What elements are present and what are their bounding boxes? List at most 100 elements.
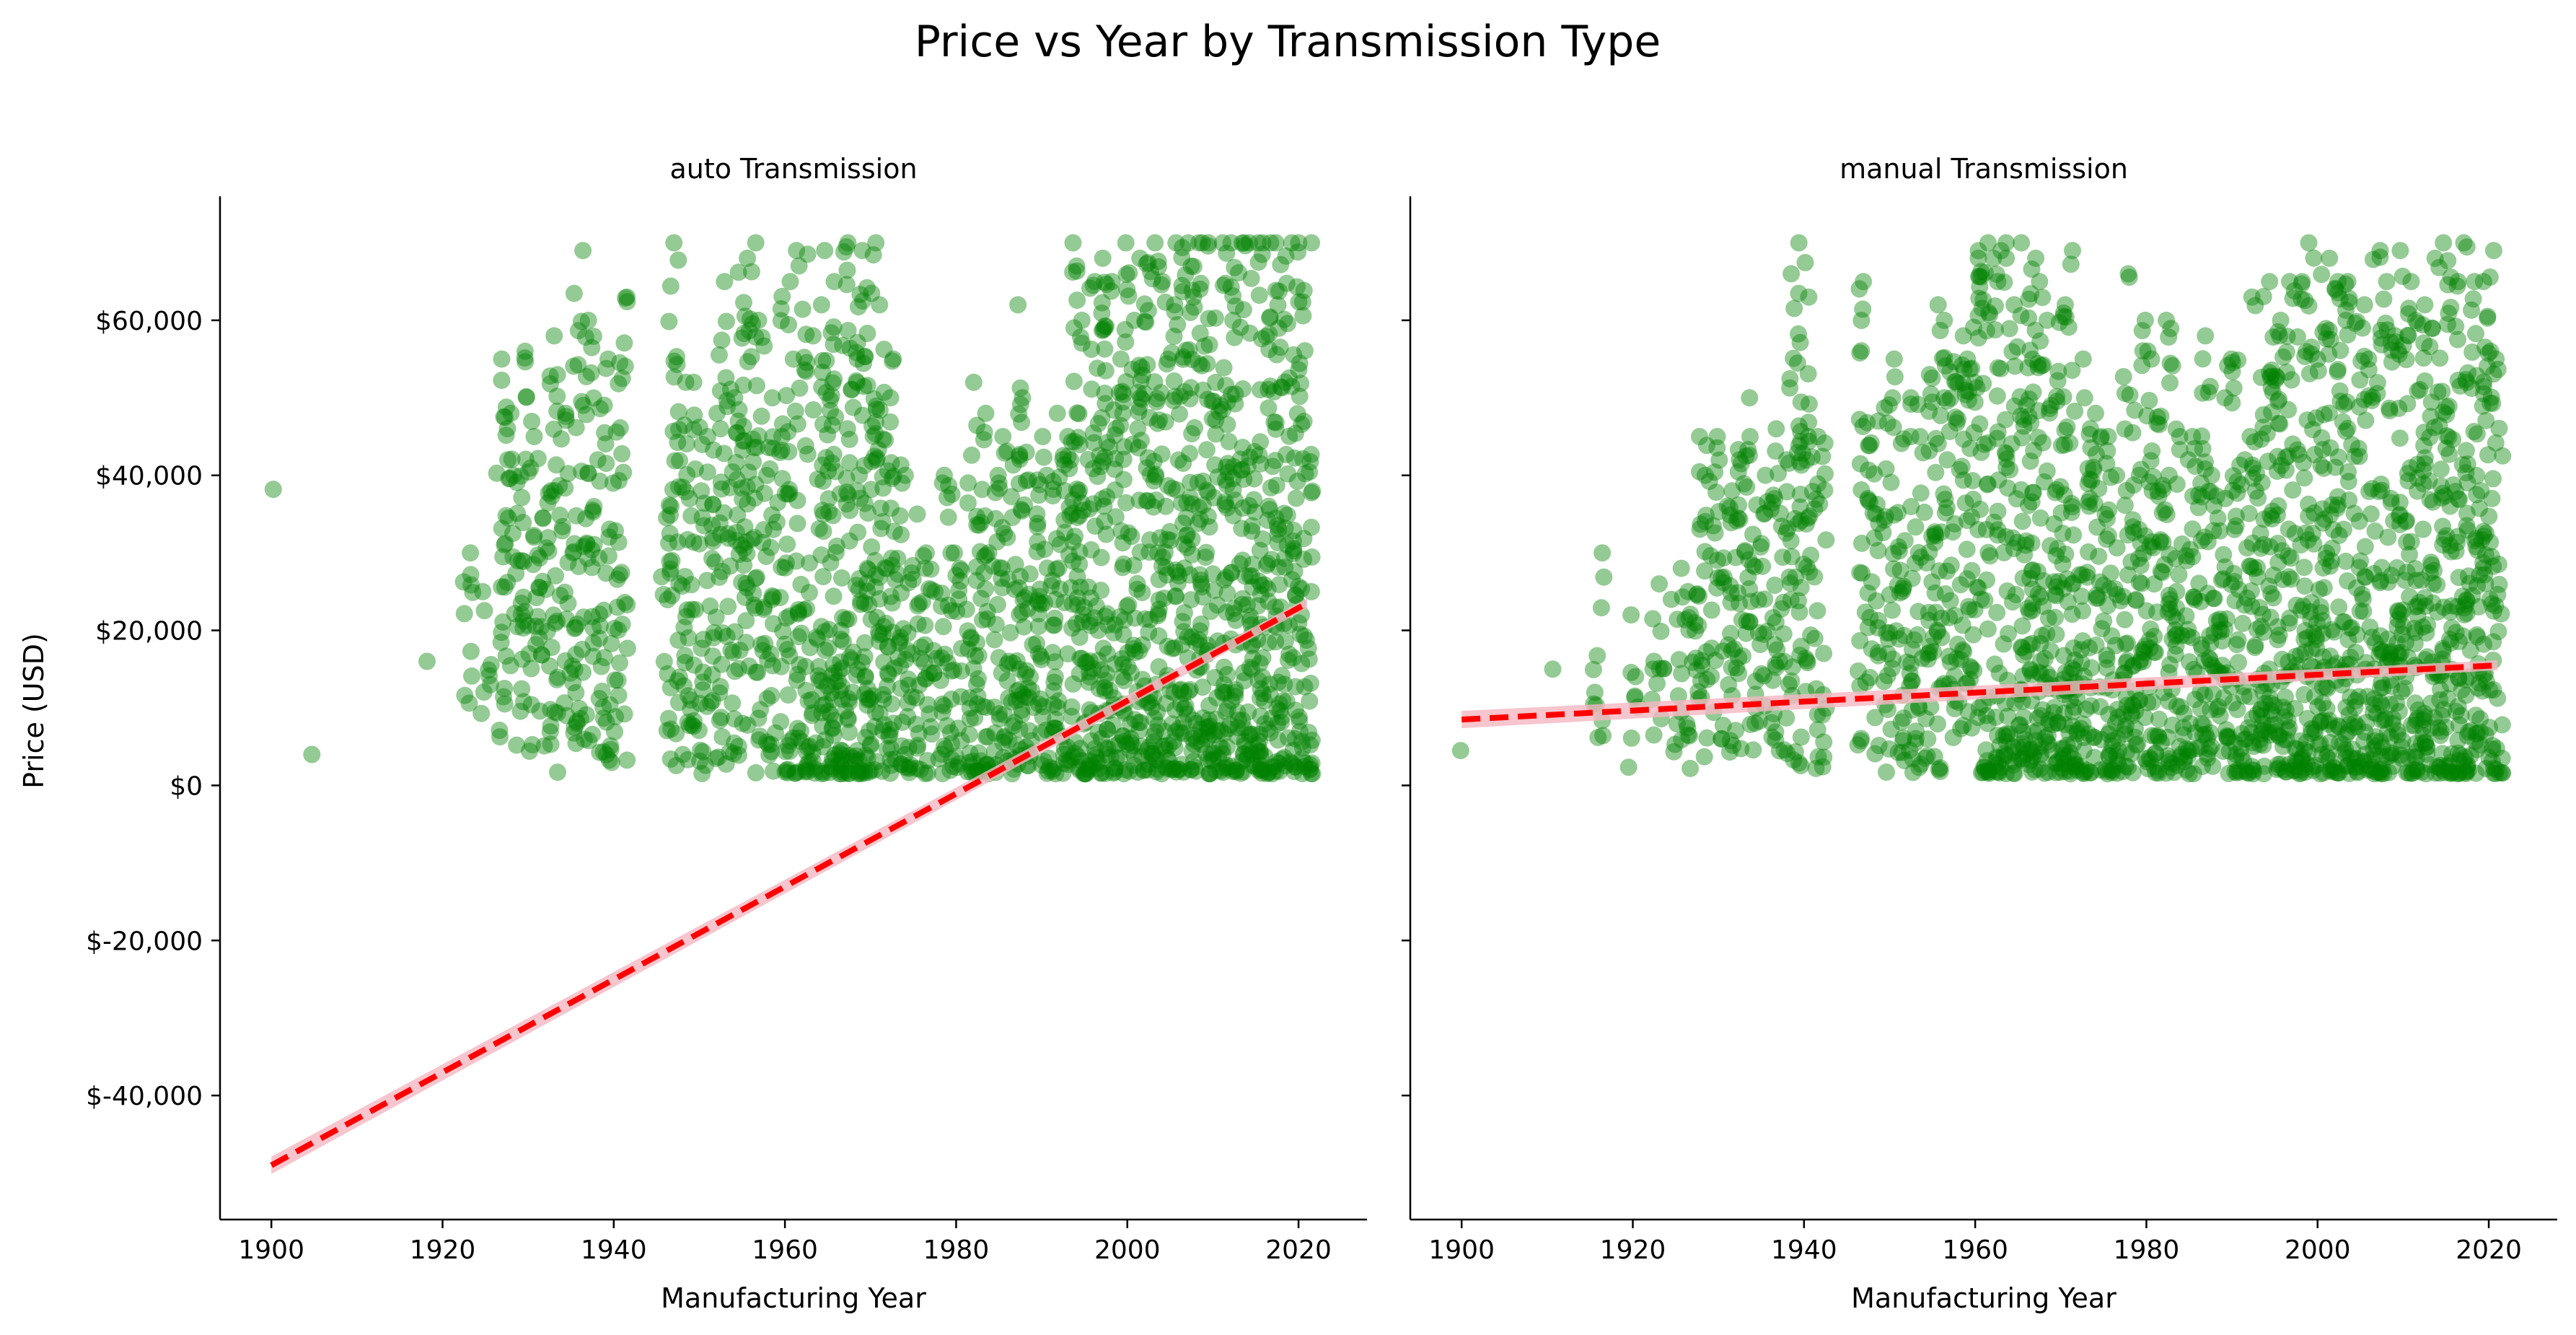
scatter-point bbox=[1044, 644, 1062, 662]
scatter-point bbox=[933, 649, 951, 667]
scatter-point bbox=[970, 516, 988, 534]
scatter-point bbox=[780, 443, 798, 460]
scatter-point bbox=[567, 507, 585, 525]
scatter-point bbox=[556, 479, 574, 497]
scatter-point bbox=[814, 364, 832, 381]
scatter-point bbox=[2432, 460, 2450, 478]
scatter-point bbox=[2244, 459, 2262, 477]
scatter-point bbox=[597, 564, 615, 582]
scatter-point bbox=[796, 763, 814, 781]
scatter-point bbox=[2116, 385, 2134, 403]
scatter-point bbox=[694, 663, 712, 681]
scatter-point bbox=[818, 677, 836, 695]
scatter-point bbox=[2060, 318, 2078, 336]
scatter-point bbox=[765, 762, 782, 780]
scatter-point bbox=[858, 749, 876, 767]
scatter-point bbox=[1935, 311, 1953, 329]
scatter-point bbox=[2391, 494, 2409, 512]
scatter-point bbox=[600, 751, 618, 769]
chart-title: Price vs Year by Transmission Type bbox=[915, 17, 1661, 67]
scatter-point bbox=[827, 408, 845, 426]
scatter-point bbox=[963, 446, 980, 464]
scatter-point bbox=[842, 753, 860, 771]
scatter-point bbox=[993, 664, 1011, 682]
scatter-point bbox=[804, 743, 822, 761]
scatter-point bbox=[781, 481, 799, 499]
scatter-point bbox=[570, 558, 588, 575]
scatter-point bbox=[501, 657, 519, 675]
scatter-point bbox=[1963, 359, 1981, 377]
scatter-point bbox=[747, 328, 765, 346]
scatter-point bbox=[579, 311, 597, 329]
scatter-point bbox=[1892, 434, 1910, 452]
scatter-point bbox=[548, 704, 566, 722]
scatter-point bbox=[825, 445, 843, 463]
scatter-point bbox=[669, 631, 687, 649]
scatter-point bbox=[797, 761, 815, 779]
x-tick-label: 1900 bbox=[238, 1235, 304, 1265]
scatter-point bbox=[941, 761, 959, 779]
scatter-point bbox=[1816, 465, 1834, 483]
scatter-point bbox=[726, 389, 744, 407]
scatter-point bbox=[863, 452, 881, 470]
scatter-point bbox=[1303, 548, 1321, 566]
scatter-point bbox=[719, 525, 737, 543]
scatter-point bbox=[1086, 517, 1104, 535]
scatter-point bbox=[585, 498, 603, 515]
scatter-point bbox=[791, 379, 809, 397]
x-tick-label: 1920 bbox=[1600, 1235, 1666, 1265]
scatter-point bbox=[574, 396, 592, 414]
scatter-point bbox=[778, 641, 796, 658]
scatter-point bbox=[2120, 268, 2138, 286]
scatter-point bbox=[1045, 682, 1063, 700]
scatter-point bbox=[771, 444, 789, 461]
scatter-point bbox=[2393, 683, 2411, 701]
scatter-point bbox=[694, 743, 712, 761]
scatter-point bbox=[936, 645, 954, 663]
scatter-point bbox=[1296, 342, 1314, 360]
scatter-point bbox=[998, 528, 1016, 546]
scatter-point bbox=[1055, 745, 1073, 763]
scatter-point bbox=[607, 522, 624, 540]
scatter-point bbox=[797, 743, 815, 761]
scatter-point bbox=[838, 276, 856, 294]
scatter-point bbox=[2158, 506, 2176, 524]
scatter-point bbox=[1060, 751, 1078, 769]
scatter-point bbox=[1047, 710, 1065, 728]
scatter-point bbox=[810, 671, 828, 689]
scatter-point bbox=[583, 338, 601, 356]
scatter-point bbox=[480, 667, 498, 685]
scatter-point bbox=[974, 611, 991, 629]
scatter-point bbox=[877, 614, 895, 632]
scatter-point bbox=[987, 616, 1005, 634]
scatter-point bbox=[2484, 395, 2502, 413]
scatter-point bbox=[677, 483, 695, 501]
scatter-point bbox=[1595, 568, 1613, 586]
scatter-point bbox=[680, 717, 698, 735]
scatter-point bbox=[1055, 447, 1073, 465]
scatter-point bbox=[822, 387, 840, 405]
scatter-point bbox=[1096, 340, 1114, 358]
scatter-point bbox=[1055, 740, 1073, 758]
scatter-point bbox=[814, 472, 832, 490]
scatter-point bbox=[2168, 582, 2186, 600]
scatter-point bbox=[825, 656, 843, 674]
scatter-point bbox=[880, 727, 897, 745]
scatter-point bbox=[918, 764, 936, 782]
scatter-point bbox=[742, 348, 760, 366]
scatter-point bbox=[2479, 307, 2497, 325]
scatter-point bbox=[462, 576, 480, 594]
scatter-point bbox=[1059, 645, 1077, 663]
scatter-point bbox=[1224, 286, 1242, 305]
scatter-point bbox=[871, 590, 889, 608]
scatter-point bbox=[932, 671, 949, 689]
scatter-point bbox=[781, 607, 799, 625]
scatter-point bbox=[565, 543, 583, 561]
scatter-point bbox=[1157, 497, 1174, 515]
scatter-point bbox=[512, 605, 530, 623]
scatter-point bbox=[1095, 320, 1113, 338]
scatter-point bbox=[1030, 594, 1048, 612]
scatter-point bbox=[1046, 609, 1064, 627]
scatter-point bbox=[1021, 565, 1039, 583]
scatter-point bbox=[964, 660, 983, 678]
